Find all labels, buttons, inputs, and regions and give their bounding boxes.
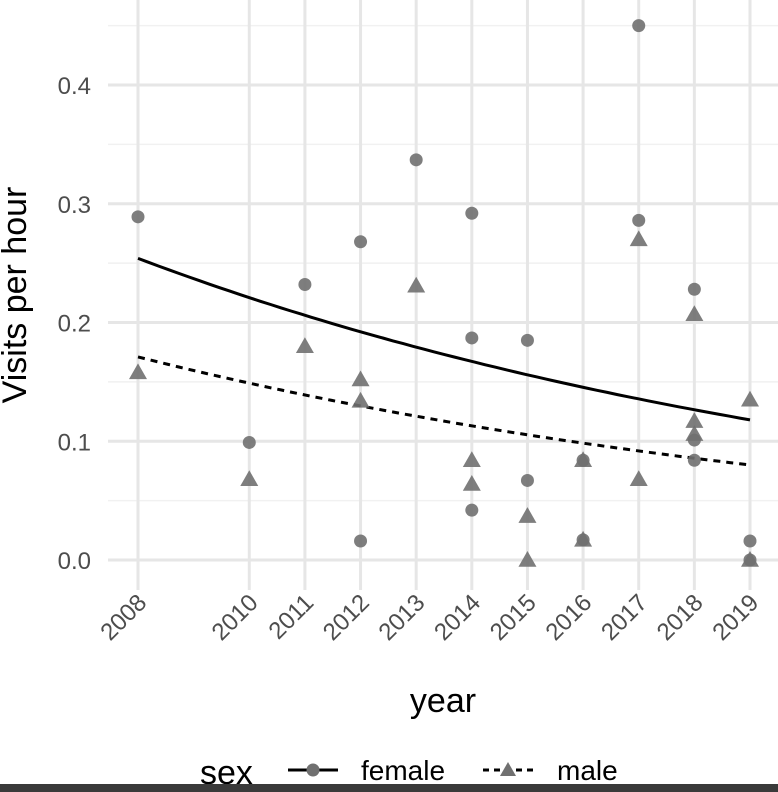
data-point-female — [354, 235, 368, 249]
legend-item-male: male — [483, 755, 618, 786]
y-tick-label: 0.3 — [58, 192, 91, 219]
data-point-male — [685, 412, 704, 428]
data-point-female — [743, 534, 757, 548]
y-axis-ticks: 0.0 0.1 0.2 0.3 0.4 — [58, 73, 91, 575]
data-point-female — [354, 534, 368, 548]
legend-male-marker — [500, 762, 516, 776]
x-tick-label: 2011 — [264, 589, 320, 645]
x-tick-label: 2016 — [540, 589, 597, 646]
x-tick-label: 2017 — [596, 589, 653, 646]
data-point-male — [574, 530, 593, 547]
data-point-male — [129, 363, 147, 380]
x-tick-label: 2012 — [318, 589, 375, 646]
y-axis-title: Visits per hour — [0, 187, 34, 404]
x-tick-label: 2010 — [207, 589, 264, 646]
data-point-female — [409, 153, 423, 167]
y-tick-label: 0.2 — [58, 311, 91, 338]
data-point-female — [242, 435, 256, 449]
data-point-female — [465, 503, 479, 517]
data-point-female — [131, 210, 145, 224]
y-tick-label: 0.1 — [58, 429, 91, 456]
data-point-female — [687, 282, 701, 296]
legend-item-female: female — [288, 755, 445, 786]
data-point-male — [407, 276, 426, 293]
x-axis-title: year — [410, 682, 476, 720]
data-point-male — [351, 391, 370, 408]
data-point-male — [295, 337, 314, 353]
data-point-female — [298, 278, 312, 291]
bottom-edge-bar — [0, 784, 778, 792]
data-points — [129, 19, 759, 567]
x-axis-ticks: 2008 2010 20112012201320142015201620172018… — [95, 589, 764, 646]
y-tick-label: 0.4 — [58, 73, 91, 100]
data-point-male — [741, 551, 759, 567]
data-point-male — [574, 451, 593, 467]
grid — [108, 0, 778, 590]
x-tick-label: 2008 — [95, 589, 152, 646]
legend-male-label: male — [557, 755, 618, 786]
x-tick-label: 2013 — [374, 589, 431, 646]
data-point-male — [351, 370, 370, 387]
fit-line-male — [137, 355, 751, 467]
data-point-male — [741, 390, 759, 407]
fit-lines — [137, 256, 751, 467]
data-point-female — [520, 473, 534, 487]
data-point-female — [687, 453, 701, 467]
data-point-male — [462, 451, 481, 467]
x-tick-label: 2015 — [485, 589, 542, 646]
legend-female-label: female — [361, 755, 445, 786]
data-point-male — [518, 551, 537, 567]
data-point-female — [632, 213, 646, 227]
x-tick-label: 2014 — [429, 589, 486, 646]
data-point-male — [240, 470, 259, 486]
data-point-female — [632, 19, 646, 33]
x-tick-label: 2018 — [652, 589, 709, 646]
data-point-male — [629, 470, 648, 486]
legend-female-marker — [306, 763, 320, 777]
data-point-female — [465, 331, 479, 345]
x-tick-label: 2019 — [707, 589, 764, 646]
data-point-male — [462, 475, 481, 491]
data-point-male — [685, 305, 704, 321]
data-point-male — [685, 425, 704, 441]
fit-line-female — [137, 256, 751, 422]
data-point-male — [629, 230, 648, 247]
data-point-female — [520, 333, 534, 347]
y-tick-label: 0.0 — [58, 548, 91, 575]
data-point-female — [465, 206, 479, 220]
data-point-male — [518, 507, 537, 523]
